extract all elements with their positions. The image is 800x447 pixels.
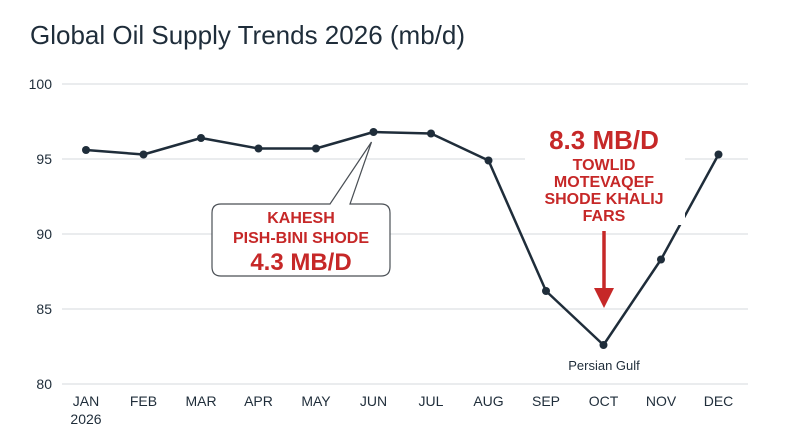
data-point [197, 134, 205, 142]
y-axis-ticks: 80 85 90 95 100 [29, 76, 53, 392]
callout-supply-decrease: KAHESH PISH-BINI SHODE 4.3 MB/D [211, 141, 391, 277]
data-point [484, 156, 493, 165]
callout-line: TOWLID [573, 157, 636, 174]
down-arrow-icon [594, 288, 614, 308]
callout-backdrop [525, 120, 685, 225]
x-tick-label: JUL [419, 393, 444, 409]
x-tick-label: APR [244, 393, 273, 409]
x-tick-label: AUG [473, 393, 503, 409]
callout-value: 4.3 MB/D [250, 249, 351, 276]
x-tick-label: JAN [73, 393, 99, 409]
callout-line: PISH-BINI SHODE [233, 230, 369, 247]
series-line [85, 130, 720, 347]
x-tick-label: SEP [532, 393, 560, 409]
data-point [139, 150, 148, 159]
point-label-persian-gulf: Persian Gulf [568, 358, 640, 373]
series [82, 128, 723, 349]
x-tick-label: OCT [589, 393, 619, 409]
x-tick-label: DEC [704, 393, 734, 409]
x-tick-label: NOV [646, 393, 677, 409]
x-tick-label: JUN [360, 393, 387, 409]
data-point [254, 144, 263, 153]
data-point [599, 341, 608, 349]
data-point [369, 128, 378, 136]
callout-line: SHODE KHALIJ [544, 191, 663, 208]
x-tick-sublabel: 2026 [70, 411, 101, 427]
data-point [427, 129, 435, 138]
x-tick-label: MAR [185, 393, 216, 409]
data-point [312, 144, 320, 153]
gridlines [62, 83, 748, 385]
data-point [542, 287, 550, 295]
callout-line: KAHESH [267, 210, 335, 227]
callout-bubble [211, 141, 391, 277]
callout-production-halt: 8.3 MB/D TOWLID MOTEVAQEF SHODE KHALIJ F… [525, 120, 685, 308]
data-point [714, 150, 723, 159]
data-point [657, 255, 665, 264]
x-axis-ticks: JAN FEB MAR APR MAY JUN JUL AUG SEP OCT NOV DEC 2026 [70, 393, 733, 427]
callout-value: 8.3 MB/D [549, 125, 659, 155]
chart-title: Global Oil Supply Trends 2026 (mb/d) [30, 20, 465, 50]
callout-line: FARS [583, 208, 626, 225]
x-tick-label: MAY [301, 393, 331, 409]
y-tick-label: 85 [36, 301, 52, 317]
y-tick-label: 100 [29, 76, 53, 92]
y-tick-label: 90 [36, 226, 52, 242]
y-tick-label: 95 [36, 151, 52, 167]
y-tick-label: 80 [36, 376, 52, 392]
x-tick-label: FEB [130, 393, 157, 409]
callout-line: MOTEVAQEF [554, 174, 654, 191]
data-point [82, 146, 90, 154]
